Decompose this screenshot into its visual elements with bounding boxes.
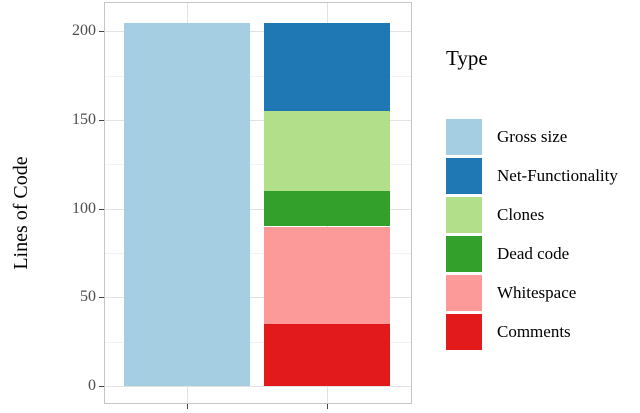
- legend-key-swatch: [446, 275, 482, 311]
- y-tick-label: 100: [72, 199, 96, 217]
- bar-segment-whitespace: [263, 226, 390, 325]
- gridline-major: [105, 297, 411, 299]
- legend-item-label: Net-Functionality: [497, 166, 618, 185]
- gridline-major: [105, 208, 411, 210]
- bar-segment-clones: [263, 111, 390, 192]
- gridline-minor: [105, 164, 411, 166]
- legend-item-label: Comments: [497, 322, 571, 341]
- legend: Type Gross size Net-Functionality Clones De…: [446, 45, 638, 353]
- legend-item: Comments: [446, 314, 638, 350]
- bar-segment-net-functionality: [263, 22, 390, 112]
- y-tick-mark: [99, 386, 104, 388]
- legend-item: Clones: [446, 197, 638, 233]
- legend-key-swatch: [446, 314, 482, 350]
- y-tick-mark: [99, 297, 104, 299]
- legend-item-label: Dead code: [497, 244, 570, 263]
- legend-title: Type: [446, 46, 488, 70]
- legend-item: Dead code: [446, 236, 638, 272]
- y-tick-label: 150: [72, 111, 96, 129]
- legend-key-swatch: [446, 236, 482, 272]
- legend-item: Gross size: [446, 119, 638, 155]
- legend-item-label: Whitespace: [497, 283, 577, 302]
- legend-items: Gross size Net-Functionality Clones Dead co…: [446, 119, 638, 350]
- bar-segment-dead-code: [263, 191, 390, 227]
- legend-key-swatch: [446, 119, 482, 155]
- y-tick-label: 200: [72, 22, 96, 40]
- gridline-major: [105, 386, 411, 388]
- y-tick-mark: [99, 208, 104, 210]
- legend-item: Whitespace: [446, 275, 638, 311]
- bar-segment-comments: [263, 324, 390, 387]
- bar-segment-gross-size: [124, 22, 250, 387]
- gridline-major: [105, 120, 411, 122]
- gridline-minor: [105, 341, 411, 343]
- y-tick-label: 50: [80, 288, 96, 306]
- legend-key-swatch: [446, 197, 482, 233]
- legend-item-label: Gross size: [497, 127, 568, 146]
- y-tick-mark: [99, 31, 104, 33]
- gridline-major: [105, 31, 411, 33]
- gridline-minor: [105, 75, 411, 77]
- y-tick-label: 0: [88, 377, 96, 395]
- x-tick-mark: [187, 404, 188, 409]
- legend-item-label: Clones: [497, 205, 545, 224]
- legend-key-swatch: [446, 158, 482, 194]
- plot-panel: [104, 2, 412, 404]
- x-tick-mark: [327, 404, 328, 409]
- gridline-minor: [105, 253, 411, 255]
- legend-item: Net-Functionality: [446, 158, 638, 194]
- y-tick-mark: [99, 120, 104, 122]
